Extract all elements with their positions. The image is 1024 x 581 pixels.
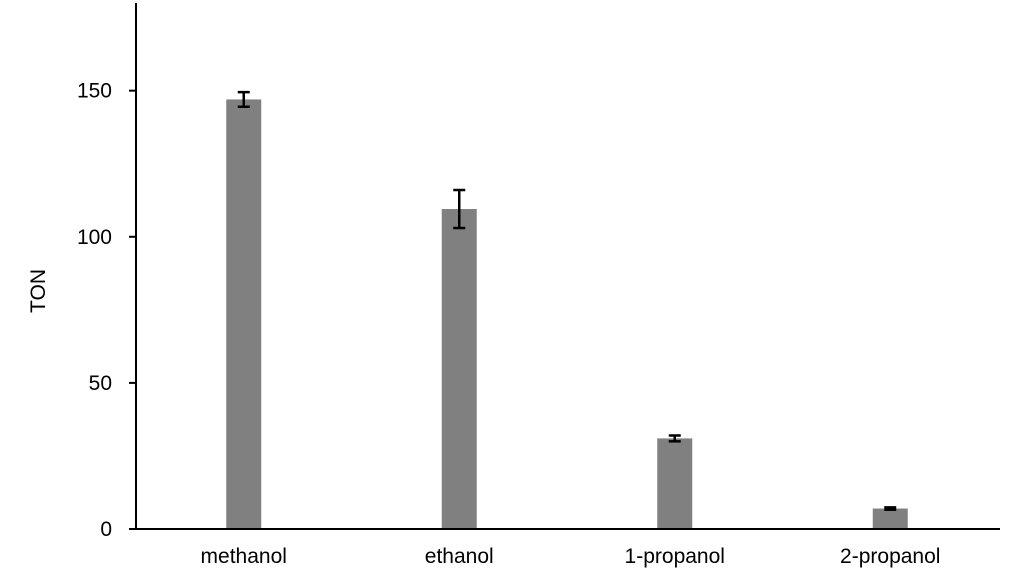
bar-1-propanol — [657, 438, 693, 529]
x-tick-label: 2-propanol — [840, 545, 940, 568]
bar-ethanol — [441, 209, 477, 529]
y-tick-label: 50 — [89, 372, 112, 395]
error-bar-1-propanol — [668, 434, 681, 443]
error-bar-ethanol — [453, 188, 466, 230]
error-bar-2-propanol — [884, 506, 897, 511]
y-ticks-group: 0 50 100 150 — [77, 80, 136, 541]
bars-group — [226, 90, 908, 529]
bar-methanol — [226, 99, 262, 529]
error-bar-methanol — [237, 90, 250, 108]
x-ticks-group: methanol ethanol 1-propanol 2-propanol — [201, 545, 941, 568]
y-tick-label: 100 — [77, 226, 112, 249]
x-tick-label: 1-propanol — [625, 545, 725, 568]
x-tick-label: ethanol — [425, 545, 494, 568]
y-axis-label: TON — [27, 269, 50, 313]
y-tick-label: 0 — [100, 518, 112, 541]
x-tick-label: methanol — [201, 545, 287, 568]
bar-2-propanol — [872, 508, 908, 529]
y-tick-label: 150 — [77, 80, 112, 103]
